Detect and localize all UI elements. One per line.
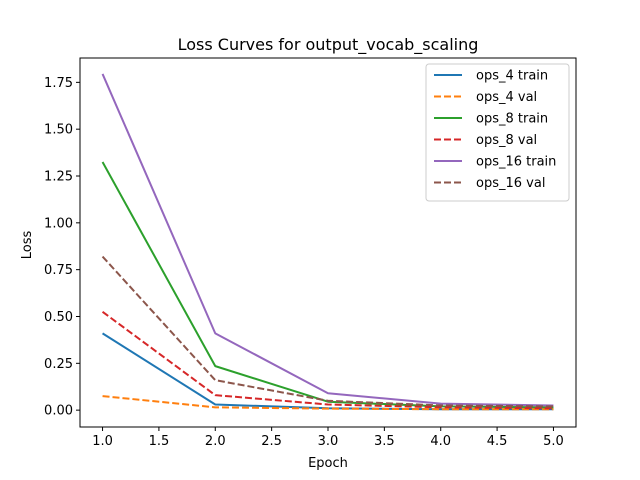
axes: 1.0 1.5 2.0 2.5 3.0 3.5 4.0 4.5 5.0 0.00 0.25 0.50 0… xyxy=(44,57,577,449)
y-axis-label: Loss xyxy=(20,231,35,260)
x-tick-label: 4.0 xyxy=(430,434,451,449)
legend-label-2: ops_8 train xyxy=(476,112,548,127)
y-tick-label: 0.50 xyxy=(44,310,73,325)
plot-area xyxy=(101,73,554,411)
x-tick-label: 3.0 xyxy=(318,434,339,449)
x-tick-label: 4.5 xyxy=(487,434,508,449)
x-tick-label: 2.5 xyxy=(261,434,282,449)
x-tick-label: 2.0 xyxy=(205,434,226,449)
y-tick-label: 1.75 xyxy=(44,76,73,91)
series-line-4 xyxy=(101,73,554,407)
chart-title: Loss Curves for output_vocab_scaling xyxy=(178,35,479,55)
x-axis-label: Epoch xyxy=(308,456,348,471)
y-tick-label: 0.75 xyxy=(44,263,73,278)
legend-label-5: ops_16 val xyxy=(476,176,545,191)
legend-label-3: ops_8 val xyxy=(476,133,537,148)
series-line-5 xyxy=(101,255,554,408)
y-tick-label: 1.00 xyxy=(44,216,73,231)
x-tick-label: 3.5 xyxy=(374,434,395,449)
series-line-3 xyxy=(101,310,554,410)
legend: ops_4 train ops_4 val ops_8 train ops_8 val… xyxy=(425,63,570,202)
series-line-1 xyxy=(102,395,554,411)
y-tick-label: 0.25 xyxy=(44,357,73,372)
y-tick-label: 1.25 xyxy=(44,170,73,185)
y-tick-label: 0.00 xyxy=(44,404,73,419)
legend-label-4: ops_16 train xyxy=(476,155,556,170)
x-tick-label: 5.0 xyxy=(543,434,564,449)
x-tick-label: 1.0 xyxy=(92,434,113,449)
legend-box xyxy=(425,63,570,202)
y-tick-label: 1.50 xyxy=(44,123,73,138)
legend-label-1: ops_4 val xyxy=(476,90,537,105)
x-tick-label: 1.5 xyxy=(149,434,170,449)
legend-label-0: ops_4 train xyxy=(476,69,548,84)
